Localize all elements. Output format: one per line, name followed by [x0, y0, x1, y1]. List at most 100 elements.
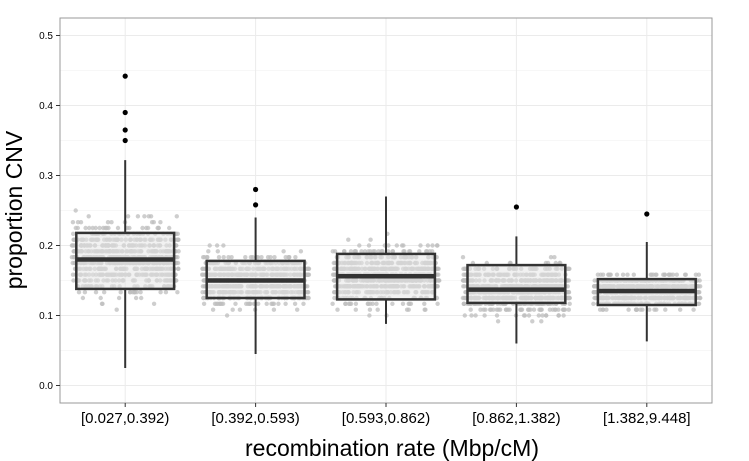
jitter-point [406, 301, 411, 306]
jitter-point [375, 307, 380, 312]
jitter-point [226, 255, 231, 260]
jitter-point [71, 278, 76, 283]
jitter-point [376, 249, 381, 254]
jitter-point [87, 225, 92, 231]
jitter-point [80, 295, 86, 301]
jitter-point [406, 307, 411, 312]
jitter-point [237, 307, 243, 312]
jitter-point [562, 307, 568, 312]
jitter-point [691, 307, 696, 312]
jitter-point [548, 255, 554, 260]
jitter-point [567, 301, 572, 306]
jitter-point [362, 249, 368, 254]
jitter-point [86, 214, 91, 219]
jitter-point [346, 237, 351, 242]
jitter-point [102, 290, 107, 295]
jitter-point [654, 307, 659, 312]
jitter-point [125, 214, 131, 219]
jitter-point [144, 225, 149, 231]
x-axis-ticks: [0.027,0.392) [0.392,0.593) [0.593,0.862) [… [81, 403, 691, 427]
jitter-point [367, 307, 373, 312]
jitter-point [481, 307, 486, 312]
jitter-point [604, 307, 609, 312]
boxes [75, 73, 697, 368]
jitter-point [461, 301, 466, 306]
jitter-point [233, 301, 238, 306]
jitter-point [530, 319, 535, 324]
jitter-point [638, 307, 643, 312]
y-axis-ticks: 0.0 0.1 0.2 0.3 0.4 0.5 [39, 31, 60, 392]
jitter-point [70, 220, 76, 225]
jitter-point [462, 278, 468, 283]
outlier-point [122, 127, 128, 133]
jitter-point [494, 307, 499, 312]
jitter-point [149, 220, 155, 225]
jitter-point [430, 243, 435, 248]
jitter-point [283, 301, 288, 306]
jitter-point [245, 301, 251, 306]
jitter-point [620, 272, 626, 277]
jitter-point [386, 243, 391, 248]
jitter-point [600, 272, 606, 277]
jitter-point [390, 249, 396, 254]
jitter-point [332, 290, 337, 295]
jitter-point [332, 295, 337, 301]
jitter-point [268, 255, 273, 260]
jitter-point [219, 301, 224, 306]
box-body [466, 263, 567, 305]
jitter-point [614, 272, 620, 277]
jitter-point [468, 307, 473, 312]
outlier-point [122, 109, 128, 116]
jitter-point [561, 313, 566, 318]
jitter-point [488, 307, 494, 312]
jitter-point [174, 214, 179, 219]
jitter-point [105, 220, 111, 225]
jitter-point [221, 255, 226, 260]
jitter-point [286, 255, 292, 260]
jitter-point [552, 307, 558, 312]
jitter-point [425, 243, 431, 248]
jitter-point [696, 301, 702, 306]
jitter-point [243, 255, 248, 260]
jitter-point [100, 301, 105, 306]
jitter-point [200, 284, 206, 289]
y-tick-label: 0.5 [39, 31, 53, 42]
jitter-point [73, 208, 78, 213]
jitter-point [93, 225, 98, 231]
jitter-point [634, 307, 639, 312]
y-axis-title: proportion CNV [1, 130, 27, 289]
jitter-point [175, 290, 180, 295]
jitter-point [205, 255, 210, 260]
jitter-point [423, 307, 428, 312]
jitter-point [230, 307, 235, 312]
jitter-point [353, 307, 358, 312]
jitter-point [73, 225, 79, 231]
jitter-point [678, 307, 683, 312]
jitter-point [305, 266, 310, 271]
jitter-point [215, 249, 220, 254]
jitter-point [272, 255, 277, 260]
jitter-point [132, 290, 137, 295]
jitter-point [352, 249, 358, 254]
jitter-point [215, 301, 221, 306]
jitter-point [473, 313, 478, 318]
jitter-point [697, 295, 703, 301]
jitter-point [93, 290, 99, 295]
y-tick-label: 0.2 [39, 241, 53, 252]
jitter-point [434, 243, 440, 248]
jitter-point [430, 249, 435, 254]
jitter-point [116, 295, 122, 301]
jitter-point [401, 243, 406, 248]
jitter-point [607, 272, 613, 277]
jitter-point [335, 307, 340, 312]
jitter-point [133, 295, 139, 301]
jitter-point [631, 272, 636, 277]
jitter-point [167, 225, 172, 231]
jitter-point [435, 301, 440, 306]
jitter-point [104, 225, 109, 231]
jitter-point [565, 284, 570, 289]
x-tick-label: [0.593,0.862) [342, 410, 430, 427]
jitter-point [507, 307, 512, 312]
jitter-point [98, 295, 103, 301]
jitter-point [595, 272, 601, 277]
